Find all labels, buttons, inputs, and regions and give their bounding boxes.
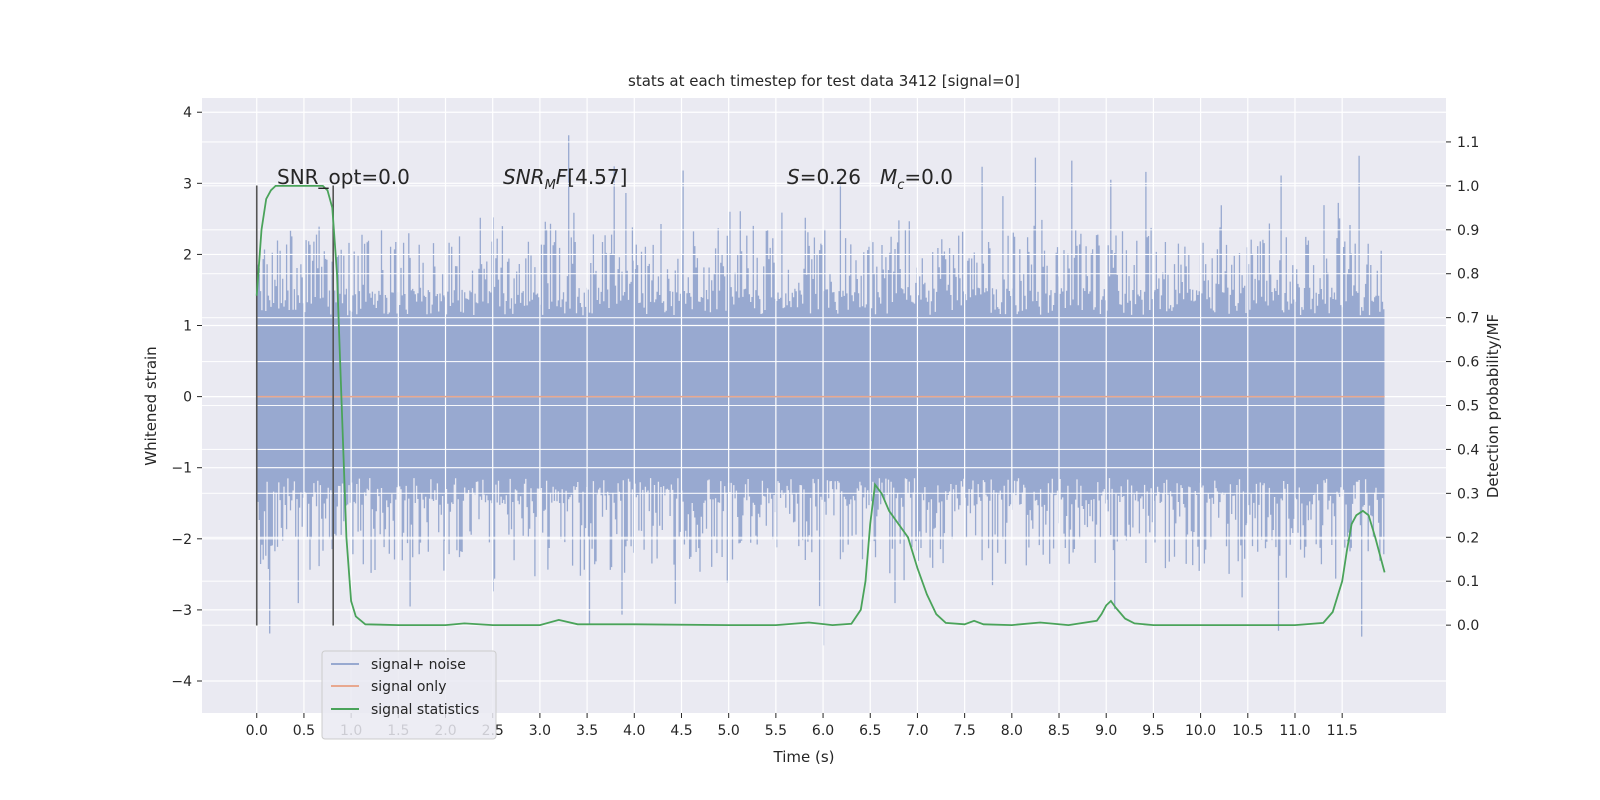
annotation-snr-opt: SNR_opt=0.0 (277, 165, 410, 189)
legend-label-signal-statistics: signal statistics (371, 702, 479, 718)
x-tick-label: 6.5 (859, 723, 881, 739)
legend: signal+ noise signal only signal statist… (321, 650, 497, 740)
y-right-tick-label: 0.9 (1457, 223, 1479, 239)
y-left-axis-ticks: 4 3 2 1 0 −1 −2 −3 −4 (171, 105, 202, 690)
y-left-tick-label: 4 (183, 105, 192, 121)
y-left-tick-label: −1 (171, 461, 192, 477)
y-left-tick-label: −2 (171, 532, 192, 548)
y-right-tick-label: 0.5 (1457, 399, 1479, 415)
y-right-axis-label: Detection probability/MF (1484, 314, 1502, 498)
y-right-tick-label: 1.1 (1457, 135, 1479, 151)
x-tick-label: 5.0 (718, 723, 740, 739)
x-tick-label: 7.0 (906, 723, 928, 739)
y-left-tick-label: 2 (183, 247, 192, 263)
y-right-tick-label: 0.0 (1457, 618, 1479, 634)
x-tick-label: 3.5 (576, 723, 598, 739)
x-tick-label: 5.5 (765, 723, 787, 739)
x-tick-label: 8.0 (1001, 723, 1023, 739)
y-right-tick-label: 0.2 (1457, 530, 1479, 546)
x-tick-label: 0.5 (293, 723, 315, 739)
y-left-tick-label: 3 (183, 176, 192, 192)
x-tick-label: 8.5 (1048, 723, 1070, 739)
y-left-tick-label: 1 (183, 319, 192, 335)
y-right-tick-label: 0.6 (1457, 355, 1479, 371)
x-tick-label: 9.5 (1142, 723, 1164, 739)
legend-label-signal-only: signal only (371, 679, 446, 695)
x-tick-label: 3.0 (529, 723, 551, 739)
y-left-tick-label: −3 (171, 603, 192, 619)
y-right-tick-label: 1.0 (1457, 179, 1479, 195)
annotation-snr-mf: SNRMF[4.57] (503, 165, 627, 193)
x-tick-label: 0.0 (246, 723, 268, 739)
legend-box (321, 650, 497, 740)
x-axis-label: Time (s) (773, 748, 835, 766)
y-left-tick-label: −4 (171, 674, 192, 690)
x-tick-label: 6.0 (812, 723, 834, 739)
x-tick-label: 10.5 (1232, 723, 1263, 739)
y-right-tick-label: 0.8 (1457, 267, 1479, 283)
x-tick-label: 7.5 (954, 723, 976, 739)
y-left-axis-label: Whitened strain (142, 346, 160, 465)
annotation-s: S=0.26 (787, 165, 861, 189)
x-tick-label: 4.0 (623, 723, 645, 739)
y-right-tick-label: 0.4 (1457, 442, 1479, 458)
y-right-axis-ticks: 1.1 1.0 0.9 0.8 0.7 0.6 0.5 0.4 0.3 0.2 0.1 0.0 (1446, 135, 1479, 634)
annotation-mc-value: =0.0 (904, 165, 953, 189)
x-tick-label: 9.0 (1095, 723, 1117, 739)
y-left-tick-label: 0 (183, 390, 192, 406)
y-right-tick-label: 0.3 (1457, 486, 1479, 502)
y-right-tick-label: 0.7 (1457, 311, 1479, 327)
annotation-s-value: =0.26 (800, 165, 861, 189)
x-tick-label: 11.5 (1327, 723, 1358, 739)
annotation-snr-mf-value: [4.57] (567, 165, 627, 189)
legend-label-signal-plus-noise: signal+ noise (371, 657, 466, 673)
annotation-mc: Mc=0.0 (880, 165, 953, 193)
chart-title: stats at each timestep for test data 341… (628, 72, 1020, 90)
signal-statistics-line (255, 184, 1386, 627)
y-right-tick-label: 0.1 (1457, 574, 1479, 590)
x-tick-label: 4.5 (670, 723, 692, 739)
series-lines (255, 184, 1386, 627)
x-tick-label: 10.0 (1185, 723, 1216, 739)
x-tick-label: 11.0 (1279, 723, 1310, 739)
